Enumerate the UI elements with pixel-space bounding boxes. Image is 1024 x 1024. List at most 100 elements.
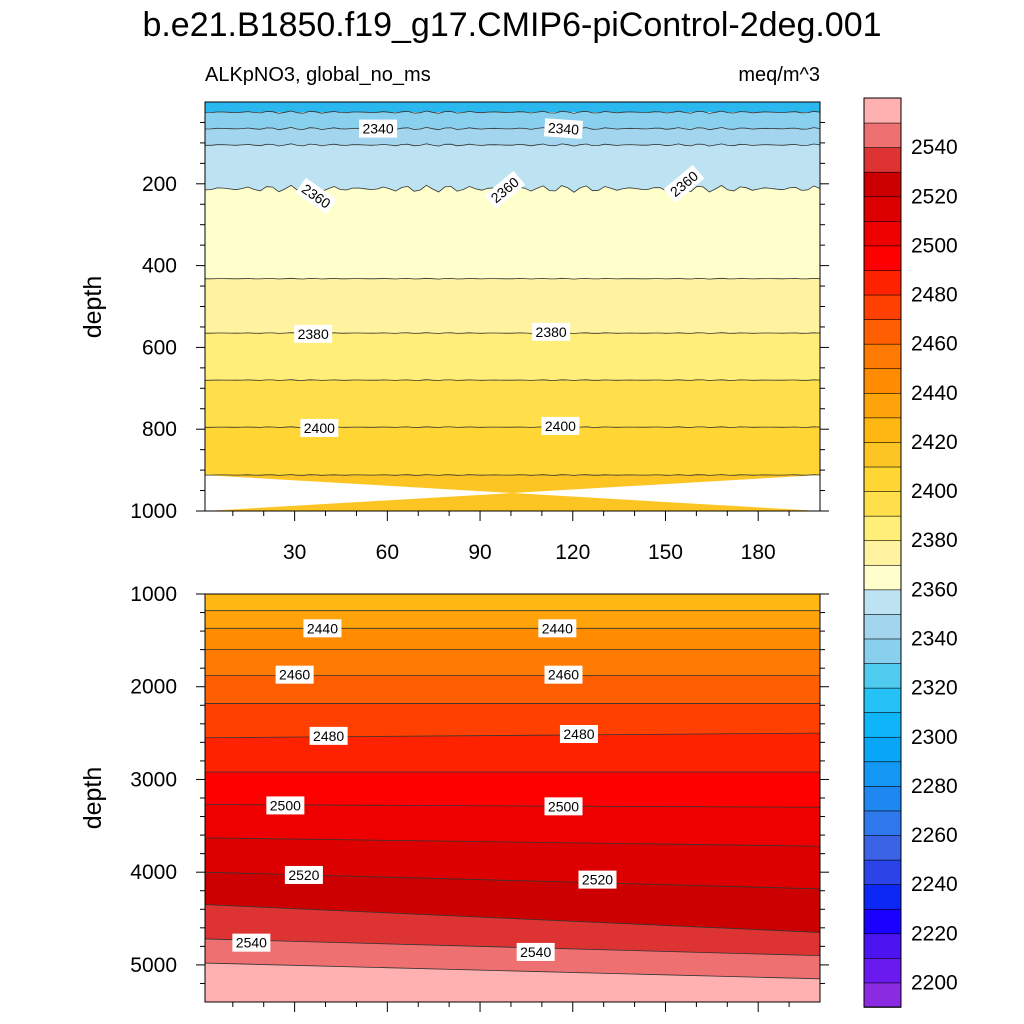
contour-label-text: 2480 (313, 728, 344, 744)
contour-label-box (303, 619, 342, 638)
upper-band-2380 (205, 332, 820, 381)
upper-x-tick-label: 60 (376, 541, 399, 564)
lower-contour-2500 (204, 804, 821, 808)
upper-y-tick-label: 200 (142, 173, 177, 196)
lower-contour-label: 2520 (284, 865, 323, 884)
colorbar-tick-label: 2440 (911, 382, 958, 405)
lower-y-tick-label: 5000 (130, 954, 177, 977)
upper-band-2350 (205, 143, 820, 193)
upper-x-tick-label: 30 (283, 541, 306, 564)
colorbar-tick-label: 2460 (911, 333, 958, 356)
lower-contour-2480 (204, 732, 821, 739)
contour-label-box (544, 665, 583, 684)
colorbar-box (863, 785, 902, 812)
upper-contour-label: 2380 (532, 322, 571, 341)
contour-label-box (359, 119, 398, 138)
lower-contour-label: 2540 (516, 942, 555, 961)
colorbar-box (863, 613, 902, 640)
colorbar-box (863, 589, 902, 615)
upper-contour-label: 2400 (300, 418, 339, 437)
lower-contour-label: 2440 (303, 619, 342, 638)
colorbar-tick-label: 2420 (911, 431, 958, 454)
colorbar-box (863, 146, 902, 173)
contour-label-text: 2540 (236, 935, 267, 951)
chart-title: b.e21.B1850.f19_g17.CMIP6-piControl-2deg… (142, 6, 882, 44)
lower-band-2460 (205, 675, 820, 704)
contour-label-text: 2500 (270, 797, 301, 813)
contour-label-text: 2460 (548, 667, 579, 683)
contour-label-text: 2460 (279, 667, 310, 683)
upper-contour-2390 (204, 379, 821, 381)
lower-contour-label: 2480 (309, 726, 348, 745)
contour-label-text: 2440 (542, 620, 573, 636)
colorbar-box (863, 294, 902, 320)
colorbar-box (863, 97, 902, 124)
upper-y-tick-label: 400 (142, 255, 177, 278)
upper-contour-2350 (205, 143, 821, 147)
contour-label-box (516, 942, 555, 961)
upper-y-tick-label: 800 (142, 418, 177, 441)
lower-panel: 2440 2440 2460 2460 2480 2480 2500 2500 2520 2520… (130, 583, 829, 1012)
colorbar-box (863, 564, 902, 591)
lower-contour-label: 2460 (275, 665, 314, 684)
upper-band-2340 (205, 127, 820, 147)
contour-label-text: 2380 (298, 326, 329, 342)
contour-label-box (284, 865, 323, 884)
colorbar-tick-label: 2200 (911, 971, 958, 994)
colorbar-box (863, 417, 902, 443)
colorbar-box (863, 441, 902, 468)
contour-label-box (294, 324, 333, 343)
lower-contour-label: 2500 (544, 797, 583, 816)
colorbar-box (863, 269, 902, 296)
upper-band-2360 (205, 185, 820, 280)
upper-y-label: depth (79, 276, 107, 339)
contour-label-box (295, 177, 337, 215)
upper-contour-label: 2380 (294, 324, 333, 343)
upper-band-2370 (205, 278, 820, 334)
colorbar-box (863, 122, 902, 148)
contour-label-box (266, 796, 305, 815)
colorbar-tick-label: 2520 (911, 185, 958, 208)
colorbar-box (863, 195, 902, 222)
contour-label-box (532, 322, 571, 341)
lower-contour-label: 2520 (578, 870, 617, 889)
contour-label-box (538, 619, 577, 638)
upper-contour-label: 2340 (543, 118, 584, 139)
subtitle-right: meq/m^3 (738, 64, 820, 86)
contour-label-text: 2500 (548, 798, 579, 814)
colorbar-box (863, 859, 902, 885)
lower-y-tick-label: 1000 (130, 583, 177, 606)
upper-y-tick-label: 1000 (130, 500, 177, 523)
contour-label-box (541, 416, 580, 435)
colorbar-box (863, 982, 902, 1008)
upper-contour-label: 2340 (359, 119, 398, 138)
lower-band-2440 (205, 628, 820, 650)
contour-label-text: 2540 (520, 944, 551, 960)
contour-label-box (663, 164, 705, 203)
lower-band-2500 (205, 804, 820, 847)
colorbar-box (863, 392, 902, 419)
colorbar-box (863, 367, 902, 394)
upper-contour-2370 (205, 277, 821, 280)
colorbar-box (863, 662, 902, 689)
lower-contour-2510 (204, 837, 821, 847)
lower-band-2470 (205, 703, 820, 738)
contour-label-box (544, 797, 583, 816)
colorbar-box (863, 466, 902, 492)
contour-label-box (275, 665, 314, 684)
colorbar-tick-label: 2280 (911, 775, 958, 798)
colorbar-tick-label: 2500 (911, 234, 958, 257)
colorbar-box (863, 171, 902, 198)
lower-y-tick-label: 3000 (130, 768, 177, 791)
colorbar-box (863, 515, 902, 542)
colorbar-box (863, 318, 902, 345)
colorbar-box (863, 539, 902, 566)
contour-label-box (543, 118, 584, 139)
contour-label-text: 2520 (288, 867, 319, 883)
lower-band-2450 (205, 649, 820, 676)
colorbar-box (863, 220, 902, 247)
colorbar-box (863, 883, 902, 910)
lower-contour-label: 2500 (266, 796, 305, 815)
colorbar-box (863, 932, 902, 959)
